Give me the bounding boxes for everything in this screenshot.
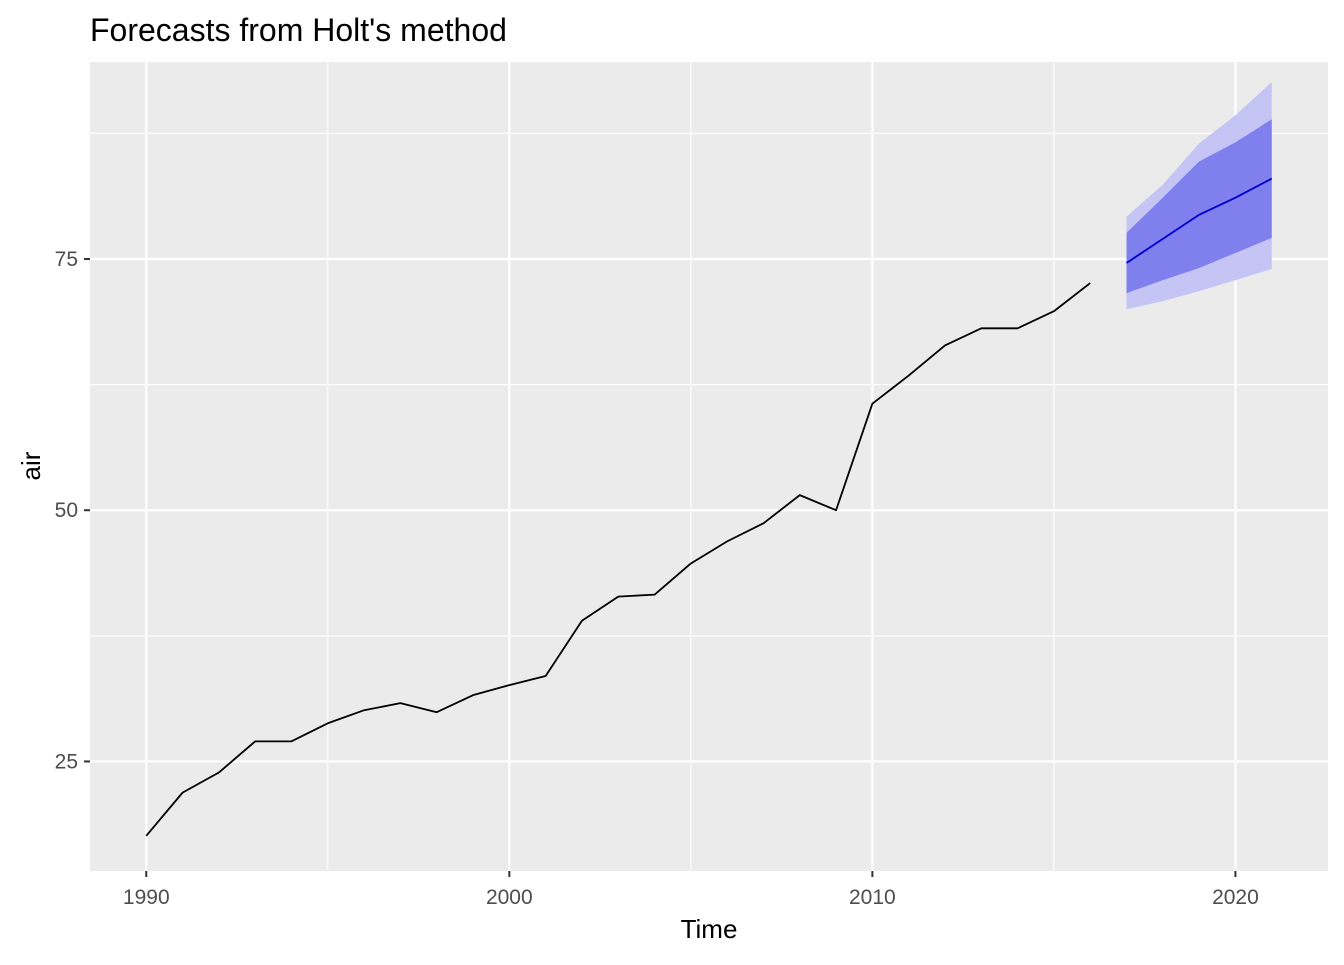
- y-axis-title: air: [16, 451, 46, 480]
- forecast-intervals: [1126, 82, 1272, 310]
- plot-panel: [90, 62, 1328, 871]
- chart-title: Forecasts from Holt's method: [90, 12, 507, 48]
- x-axis: 1990 2000 2010 2020: [123, 871, 1259, 909]
- y-axis: 25 50 75: [55, 248, 90, 773]
- forecast-series-line: [1126, 177, 1273, 264]
- grid-minor: [90, 62, 1328, 871]
- observed-series-line: [145, 282, 1091, 837]
- y-tick-label-1: 50: [55, 499, 78, 522]
- series-lines: [145, 177, 1273, 837]
- interval-80-band: [1126, 119, 1272, 294]
- grid-major: [90, 62, 1328, 871]
- y-tick-label-2: 75: [55, 248, 78, 271]
- x-axis-title: Time: [681, 914, 738, 944]
- x-tick-label-3: 2020: [1212, 886, 1259, 909]
- x-tick-label-1: 2000: [486, 886, 533, 909]
- y-tick-label-0: 25: [55, 750, 78, 773]
- x-tick-label-2: 2010: [849, 886, 896, 909]
- x-tick-label-0: 1990: [123, 886, 170, 909]
